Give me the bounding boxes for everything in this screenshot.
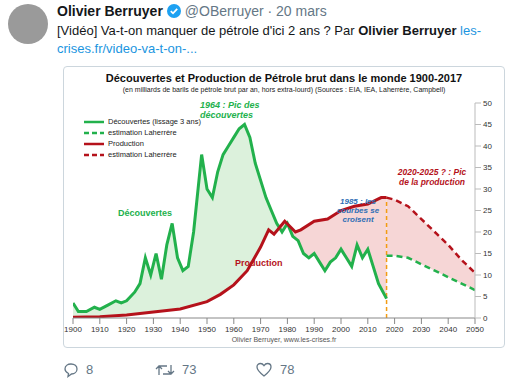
svg-text:1900: 1900 [64,325,82,334]
svg-text:20: 20 [483,228,492,237]
html-text:(en milliards de barils de pét: (en milliards de barils de pétrole brut … [122,86,446,93]
html-text:estimation Laherrère: estimation Laherrère [108,128,177,137]
svg-text:2020: 2020 [386,325,404,334]
svg-text:1910: 1910 [91,325,109,334]
html-text:estimation Laherrère: estimation Laherrère [108,150,177,159]
svg-text:1980: 1980 [279,325,297,334]
html-text:1985 : les courbes se croisent: 1985 : les courbes se croisent [336,197,380,225]
html-text:Olivier Berruyer: Olivier Berruyer [57,3,163,19]
svg-text:15: 15 [483,249,492,258]
svg-text:0: 0 [483,314,488,323]
html-text:Découvertes et Production de P: Découvertes et Production de Pétrole bru… [105,72,463,84]
svg-text:2010: 2010 [359,325,377,334]
svg-text:1930: 1930 [145,325,163,334]
svg-text:1990: 1990 [305,325,323,334]
svg-text:2000: 2000 [332,325,350,334]
html-text:1964 : Pic des découvertes: 1964 : Pic des découvertes [200,100,260,121]
html-text:Production: Production [235,258,283,268]
svg-text:5: 5 [483,292,488,301]
svg-text:1940: 1940 [171,325,189,334]
html-text:Olivier Berruyer, www.les-cris: Olivier Berruyer, www.les-crises.fr [231,336,337,343]
svg-text:40: 40 [483,142,492,151]
svg-text:2030: 2030 [413,325,431,334]
svg-text:1950: 1950 [198,325,216,334]
svg-text:45: 45 [483,120,492,129]
svg-text:10: 10 [483,271,492,280]
html-text:[Vidéo] Va-t-on manquer de pét: [Vidéo] Va-t-on manquer de pétrole d'ici… [57,23,482,56]
svg-text:1920: 1920 [118,325,136,334]
html-text:73: 73 [182,362,197,377]
html-text:Production: Production [108,139,144,148]
html-text:@OBerruyer · 20 mars: @OBerruyer · 20 mars [184,3,327,19]
svg-text:50: 50 [483,99,492,108]
html-text:2020-2025 ? : Pic de la produc: 2020-2025 ? : Pic de la production [397,167,467,187]
svg-text:35: 35 [483,163,492,172]
html-text:78: 78 [280,362,295,377]
svg-text:2040: 2040 [439,325,457,334]
html-text:8: 8 [86,362,94,377]
html-text:Découvertes (lissage 3 ans): Découvertes (lissage 3 ans) [108,117,201,126]
svg-text:30: 30 [483,185,492,194]
svg-text:1960: 1960 [225,325,243,334]
svg-text:2050: 2050 [466,325,484,334]
html-text:Découvertes: Découvertes [118,208,172,218]
svg-text:1970: 1970 [252,325,270,334]
svg-text:25: 25 [483,206,492,215]
